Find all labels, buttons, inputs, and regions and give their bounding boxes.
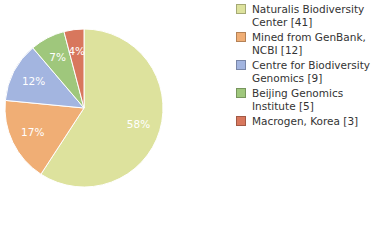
svg-text:12%: 12% (22, 75, 45, 87)
svg-text:4%: 4% (68, 45, 85, 57)
html-text:Beijing Genomics Institute [5]: Beijing Genomics Institute [5] (252, 87, 344, 112)
html-text:Mined from GenBank, NCBI [12]: Mined from GenBank, NCBI [12] (252, 31, 366, 56)
svg-text:58%: 58% (127, 118, 150, 130)
html-text:Naturalis Biodiversity Center: Naturalis Biodiversity Center [41] (252, 3, 365, 28)
svg-text:17%: 17% (21, 126, 44, 138)
html-text:Centre for Biodiversity Genomi: Centre for Biodiversity Genomics [9] (252, 59, 371, 84)
html-text:Macrogen, Korea [3]: Macrogen, Korea [3] (252, 115, 359, 127)
svg-text:7%: 7% (49, 51, 66, 63)
